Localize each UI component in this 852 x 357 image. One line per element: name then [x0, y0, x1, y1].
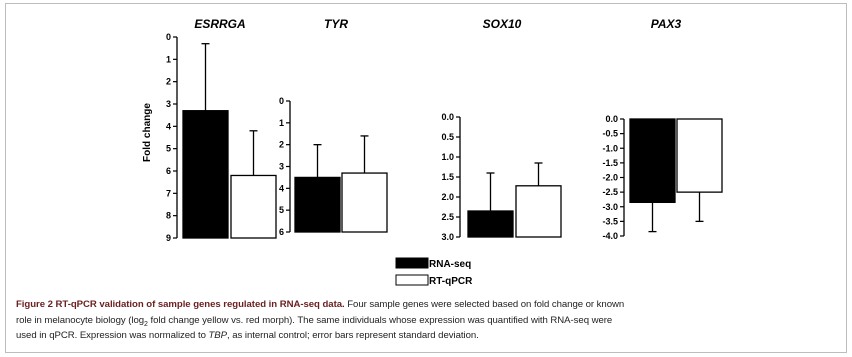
y-tick-label-esrrga: 6 — [166, 166, 171, 176]
caption-gene-tbp: TBP — [208, 330, 227, 341]
y-tick-label-pax3: -3.0 — [602, 202, 618, 212]
caption-line-1: Figure 2 RT-qPCR validation of sample ge… — [16, 297, 844, 313]
legend-swatch-rt-qpcr — [395, 274, 429, 286]
panel-title-sox10: SOX10 — [483, 17, 522, 31]
y-tick-label-tyr: 3 — [279, 162, 284, 172]
y-tick-label-sox10: 0.5 — [441, 132, 454, 142]
bar-tyr-rt-qpcr — [341, 172, 388, 233]
legend-swatch-rna-seq — [395, 257, 429, 269]
caption-line-3: used in qPCR. Expression was normalized … — [16, 328, 844, 344]
caption-line-2-b: fold change yellow vs. red morph). The s… — [147, 314, 613, 326]
caption-line-3-b: , as internal control; error bars repres… — [227, 330, 479, 341]
y-tick-label-pax3: -4.0 — [602, 231, 618, 241]
bar-sox10-rna-seq — [467, 210, 514, 238]
y-axis-label: Fold change — [142, 103, 153, 162]
bar-esrrga-rt-qpcr — [230, 174, 277, 239]
caption-line-2: role in melanocyte biology (log2 fold ch… — [16, 313, 844, 329]
caption-line-3-a: used in qPCR. Expression was normalized … — [16, 330, 209, 341]
y-tick-label-tyr: 1 — [279, 118, 284, 128]
y-tick-label-pax3: -3.5 — [602, 216, 618, 226]
y-tick-label-tyr: 0 — [279, 96, 284, 106]
caption-line-2-a: role in melanocyte biology (log — [16, 314, 145, 326]
y-tick-label-esrrga: 0 — [166, 32, 171, 42]
y-tick-label-tyr: 6 — [279, 227, 284, 237]
y-tick-label-sox10: 2.0 — [441, 192, 454, 202]
chart-panels: ESRRGA 0 1 2 3 4 5 6 7 8 9 Fold change TYR 0 1 2 3 4 5 6 SOX… — [142, 17, 723, 243]
y-tick-label-esrrga: 3 — [166, 99, 171, 109]
bar-sox10-rt-qpcr — [515, 185, 562, 238]
caption-log-subscript: 2 — [144, 320, 148, 328]
y-tick-label-esrrga: 5 — [166, 144, 171, 154]
y-tick-label-sox10: 1.5 — [441, 172, 454, 182]
bar-pax3-rna-seq — [629, 118, 676, 204]
y-tick-label-tyr: 4 — [279, 183, 284, 193]
panel-title-pax3: PAX3 — [651, 17, 682, 31]
y-tick-label-sox10: 3.0 — [441, 232, 454, 242]
y-tick-label-esrrga: 2 — [166, 77, 171, 87]
y-tick-label-pax3: -2.5 — [602, 187, 618, 197]
bar-esrrga-rna-seq — [182, 110, 229, 239]
bar-tyr-rna-seq — [294, 176, 341, 233]
y-tick-label-tyr: 2 — [279, 140, 284, 150]
chart-legend: RNA-seq RT-qPCR — [395, 257, 473, 287]
legend-label-rt-qpcr: RT-qPCR — [429, 276, 473, 287]
panel-title-tyr: TYR — [324, 17, 348, 31]
y-tick-label-pax3: -1.5 — [602, 158, 618, 168]
y-tick-label-sox10: 0.0 — [441, 112, 454, 122]
y-tick-label-esrrga: 7 — [166, 188, 171, 198]
y-tick-label-esrrga: 8 — [166, 211, 171, 221]
caption-line-1-text: Four sample genes were selected based on… — [344, 299, 625, 310]
y-tick-label-tyr: 5 — [279, 205, 284, 215]
figure-border — [5, 3, 847, 353]
legend-label-rna-seq: RNA-seq — [429, 259, 471, 270]
y-tick-label-esrrga: 9 — [166, 233, 171, 243]
caption-title: Figure 2 RT-qPCR validation of sample ge… — [16, 299, 345, 310]
y-tick-label-esrrga: 1 — [166, 54, 171, 64]
y-tick-label-pax3: -0.5 — [602, 129, 618, 139]
y-tick-label-esrrga: 4 — [166, 121, 171, 131]
y-tick-label-pax3: -2.0 — [602, 173, 618, 183]
figure-caption: Figure 2 RT-qPCR validation of sample ge… — [16, 297, 844, 344]
y-tick-label-sox10: 2.5 — [441, 212, 454, 222]
panel-title-esrrga: ESRRGA — [194, 17, 245, 31]
bar-pax3-rt-qpcr — [676, 118, 723, 193]
y-tick-label-pax3: 0.0 — [605, 114, 618, 124]
y-tick-label-pax3: -1.0 — [602, 143, 618, 153]
y-tick-label-sox10: 1.0 — [441, 152, 454, 162]
